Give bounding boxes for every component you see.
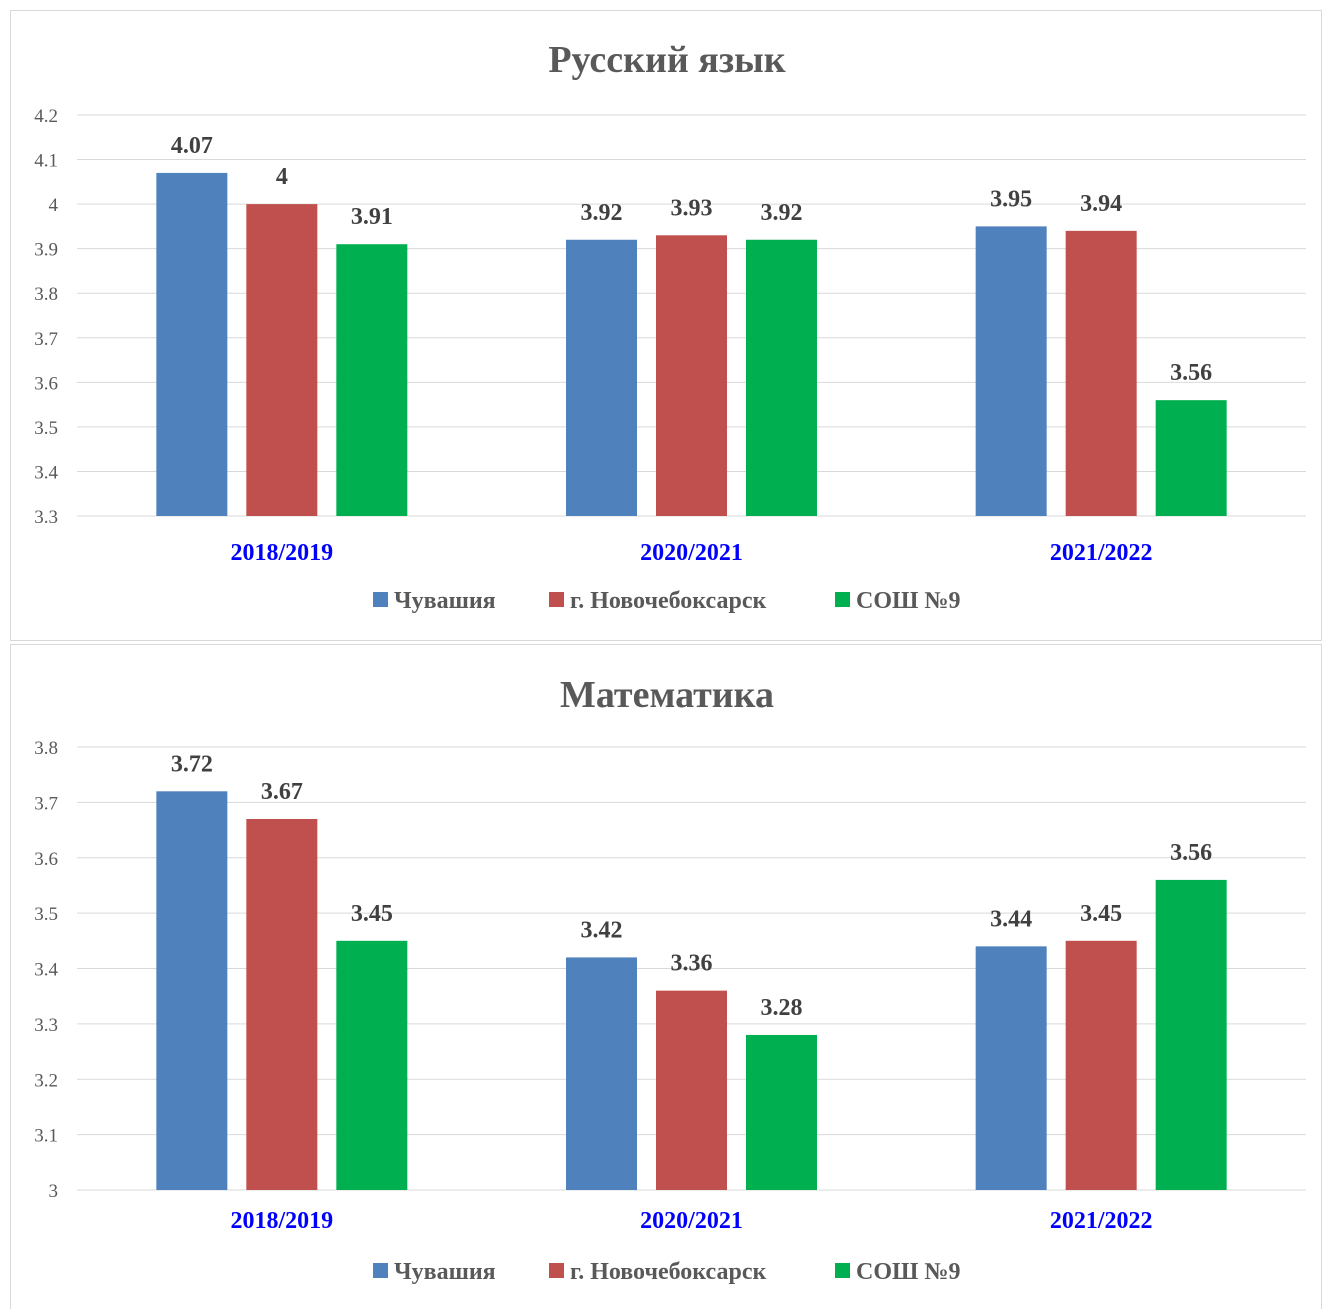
bar: [975, 226, 1047, 516]
y-tick-label: 3.1: [34, 1126, 58, 1147]
y-tick-label: 3.6: [34, 373, 58, 394]
y-tick-label: 4.1: [34, 151, 58, 172]
y-tick-label: 3.8: [34, 738, 58, 759]
data-label: 4: [276, 164, 288, 190]
data-label: 3.44: [990, 906, 1032, 932]
data-label: 3.56: [1170, 840, 1212, 866]
y-tick-label: 3.5: [34, 418, 58, 439]
y-tick-label: 3.5: [34, 904, 58, 925]
y-tick-label: 3.9: [34, 240, 58, 261]
bar: [1155, 400, 1227, 516]
data-label: 3.67: [261, 779, 303, 805]
bar: [246, 818, 318, 1190]
bar: [975, 946, 1047, 1190]
x-category-label: 2018/2019: [230, 1208, 333, 1234]
x-category-label: 2021/2022: [1050, 540, 1153, 566]
y-tick-label: 4.2: [34, 106, 58, 127]
bar: [336, 940, 408, 1190]
bar: [1065, 230, 1137, 516]
legend-swatch: [549, 1263, 564, 1278]
y-tick-label: 4: [49, 195, 59, 216]
data-label: 4.07: [171, 133, 213, 159]
bar: [246, 204, 318, 516]
data-label: 3.28: [761, 995, 803, 1021]
x-category-label: 2020/2021: [640, 540, 743, 566]
chart-svg: Математика 3 3.1 3.2 3.3 3.4 3.5 3.6 3.7 3.8 3.72 3…: [34, 674, 1306, 1285]
y-tick-label: 3.3: [34, 507, 58, 528]
x-category-label: 2021/2022: [1050, 1208, 1153, 1234]
data-label: 3.92: [761, 200, 803, 226]
bar: [746, 1034, 817, 1190]
legend-swatch: [835, 1263, 850, 1278]
legend-label: СОШ №9: [856, 1259, 960, 1285]
chart-title: Математика: [560, 674, 774, 716]
data-label: 3.56: [1170, 360, 1212, 386]
y-tick-label: 3.6: [34, 849, 58, 870]
bar: [1065, 940, 1137, 1190]
legend-swatch: [549, 592, 564, 607]
legend-swatch: [835, 592, 850, 607]
y-tick-label: 3.4: [34, 462, 58, 483]
chart-title: Русский язык: [548, 39, 785, 81]
data-label: 3.36: [671, 951, 713, 977]
legend-label: Чувашия: [394, 1259, 496, 1285]
y-tick-label: 3.8: [34, 284, 58, 305]
bar: [746, 239, 817, 516]
data-label: 3.93: [671, 195, 713, 221]
data-label: 3.91: [351, 204, 393, 230]
data-label: 3.92: [581, 200, 623, 226]
bar: [156, 791, 228, 1190]
y-tick-label: 3.2: [34, 1070, 58, 1091]
data-label: 3.95: [990, 186, 1032, 212]
data-label: 3.94: [1080, 191, 1122, 217]
legend-label: г. Новочебоксарск: [570, 1259, 766, 1285]
bar: [336, 244, 408, 516]
y-tick-label: 3: [49, 1181, 59, 1202]
y-tick-label: 3.7: [34, 793, 58, 814]
bar: [656, 235, 727, 517]
bar: [566, 957, 637, 1190]
legend-label: Чувашия: [394, 588, 496, 614]
chart-svg: Русский язык3.33.43.53.63.73.83.944.14.2…: [34, 39, 1306, 614]
legend-swatch: [373, 592, 388, 607]
x-category-label: 2018/2019: [230, 540, 333, 566]
data-label: 3.45: [1080, 901, 1122, 927]
bar: [1155, 879, 1227, 1190]
chart-mathematics: Математика 3 3.1 3.2 3.3 3.4 3.5 3.6 3.7 3.8 3.72 3…: [10, 644, 1322, 1309]
bar: [656, 990, 727, 1190]
legend-label: СОШ №9: [856, 588, 960, 614]
data-label: 3.42: [581, 917, 623, 943]
data-label: 3.72: [171, 751, 213, 777]
x-category-label: 2020/2021: [640, 1208, 743, 1234]
y-tick-label: 3.4: [34, 960, 58, 981]
data-label: 3.45: [351, 901, 393, 927]
legend-swatch: [373, 1263, 388, 1278]
legend-label: г. Новочебоксарск: [570, 588, 766, 614]
chart-russian-language: Русский язык 3.3 3.4 3.5 3.6 3.7 3.8 3.9 4 4.1 4.2…: [10, 10, 1322, 641]
y-tick-label: 3.3: [34, 1015, 58, 1036]
bar: [566, 239, 637, 516]
y-tick-label: 3.7: [34, 329, 58, 350]
bar: [156, 172, 228, 516]
